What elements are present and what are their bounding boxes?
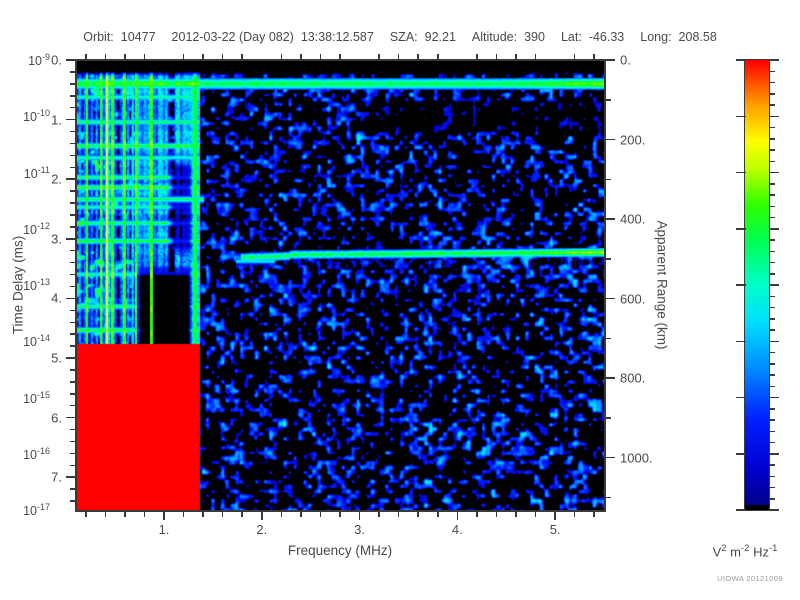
y2-tick-label: 1000. — [620, 450, 653, 466]
header-metadata: Orbit: 10477 2012-03-22 (Day 082) 13:38:12.… — [0, 30, 800, 44]
colorbar-tick-label: 10-9 — [28, 51, 50, 69]
x-tick-label: 1. — [158, 522, 170, 537]
credit-footer: UIOWA 20121009 — [717, 574, 783, 583]
colorbar-tick-label: 10-14 — [23, 333, 50, 350]
sza-value: 92.21 — [424, 30, 456, 44]
long-value: 208.58 — [678, 30, 717, 44]
y2-tick-label: 0. — [620, 52, 631, 68]
y-tick-label: 2. — [51, 171, 62, 187]
observation-date: 2012-03-22 (Day 082) — [171, 30, 294, 44]
x-tick-label: 4. — [451, 522, 463, 537]
ionogram-plot-area — [76, 60, 606, 512]
orbit-value: 10477 — [120, 30, 156, 44]
observation-time: 13:38:12.587 — [300, 30, 374, 44]
y2-axis-line — [604, 59, 606, 512]
y-tick-label: 4. — [51, 290, 62, 306]
unit-v-exp: 2 — [721, 543, 727, 554]
colorbar-unit-label: V2 m-2 Hz-1 — [713, 543, 778, 559]
colorbar-border — [744, 59, 770, 511]
unit-v: V — [712, 544, 722, 560]
colorbar-tick-label: 10-10 — [23, 108, 50, 125]
x-tick-label: 5. — [549, 522, 561, 537]
y-tick-label: 0. — [51, 52, 62, 68]
colorbar-tick-label: 10-12 — [23, 220, 50, 237]
lat-label: Lat: — [560, 30, 582, 44]
y-tick-label: 7. — [51, 469, 62, 485]
long-label: Long: — [640, 30, 672, 44]
unit-m: m — [726, 544, 742, 560]
unit-hz: Hz — [749, 544, 769, 560]
colorbar-tick-label: 10-13 — [23, 276, 50, 294]
y-axis-line — [75, 59, 77, 512]
colorbar-tick-label: 10-15 — [23, 389, 50, 406]
ionogram-heatmap — [77, 61, 605, 511]
y2-tick-label: 400. — [620, 211, 646, 227]
y-tick-label: 1. — [51, 112, 62, 128]
colorbar-tick-label: 10-17 — [23, 501, 50, 519]
unit-m-exp: -2 — [741, 543, 750, 554]
unit-hz-exp: -1 — [768, 543, 778, 554]
x-tick-label: 3. — [354, 522, 365, 537]
y-tick-label: 3. — [51, 231, 62, 247]
altitude-value: 390 — [524, 30, 545, 44]
y2-tick-label: 600. — [620, 291, 646, 307]
y2-tick-label: 800. — [620, 370, 646, 386]
altitude-label: Altitude: — [471, 30, 518, 44]
y2-tick-label: 200. — [620, 132, 646, 147]
x-axis-line — [75, 510, 606, 512]
colorbar-tick-label: 10-16 — [23, 445, 50, 462]
y2-axis-title: Apparent Range (km) — [654, 220, 670, 350]
orbit-label: Orbit: — [83, 30, 114, 44]
colorbar-tick-label: 10-11 — [23, 164, 50, 181]
lat-value: -46.33 — [588, 30, 625, 44]
y-tick-label: 6. — [51, 410, 62, 426]
colorbar-gradient — [745, 60, 769, 510]
y-tick-label: 5. — [51, 350, 62, 366]
x-axis-title: Frequency (MHz) — [287, 543, 393, 558]
colorbar — [745, 60, 769, 510]
sza-label: SZA: — [389, 30, 418, 44]
x-tick-label: 2. — [256, 522, 268, 537]
